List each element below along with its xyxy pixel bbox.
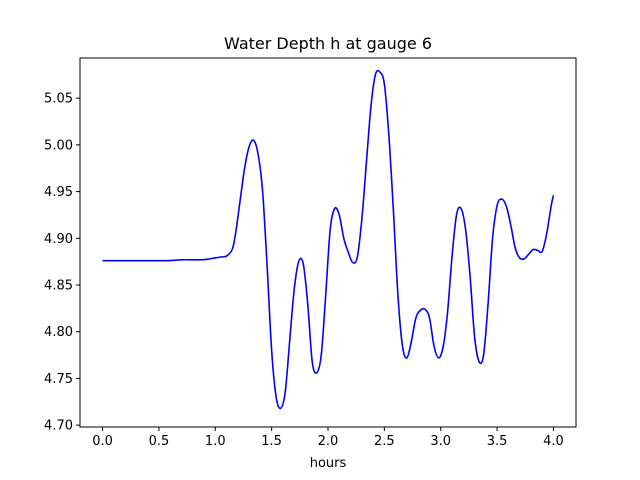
x-tick-label: 2.0 xyxy=(318,434,339,449)
x-tick-label: 4.0 xyxy=(543,434,564,449)
x-tick-label: 1.5 xyxy=(261,434,282,449)
x-tick-label: 3.5 xyxy=(487,434,508,449)
y-tick-label: 4.75 xyxy=(44,372,73,387)
y-tick-label: 4.80 xyxy=(44,325,73,340)
chart-title: Water Depth h at gauge 6 xyxy=(224,34,432,53)
y-tick-label: 4.70 xyxy=(44,419,73,434)
x-tick-label: 3.0 xyxy=(430,434,451,449)
y-axis: 4.70 4.75 4.80 4.85 4.90 4.95 5.00 5.05 xyxy=(44,92,80,434)
x-tick-label: 2.5 xyxy=(374,434,395,449)
y-tick-label: 4.90 xyxy=(44,232,73,247)
x-axis-label: hours xyxy=(310,456,347,471)
x-tick-label: 1.0 xyxy=(205,434,226,449)
x-tick-label: 0.0 xyxy=(92,434,113,449)
series-line-0 xyxy=(102,69,555,410)
x-tick-label: 0.5 xyxy=(149,434,170,449)
plot-frame xyxy=(79,57,577,428)
y-tick-label: 4.85 xyxy=(44,279,73,294)
x-axis: 0.0 0.5 1.0 1.5 2.0 2.5 3.0 3.5 4.0 xyxy=(92,427,564,449)
plot-area xyxy=(102,69,555,410)
y-tick-label: 5.00 xyxy=(44,138,73,153)
y-tick-label: 5.05 xyxy=(44,92,73,107)
y-tick-label: 4.95 xyxy=(44,185,73,200)
